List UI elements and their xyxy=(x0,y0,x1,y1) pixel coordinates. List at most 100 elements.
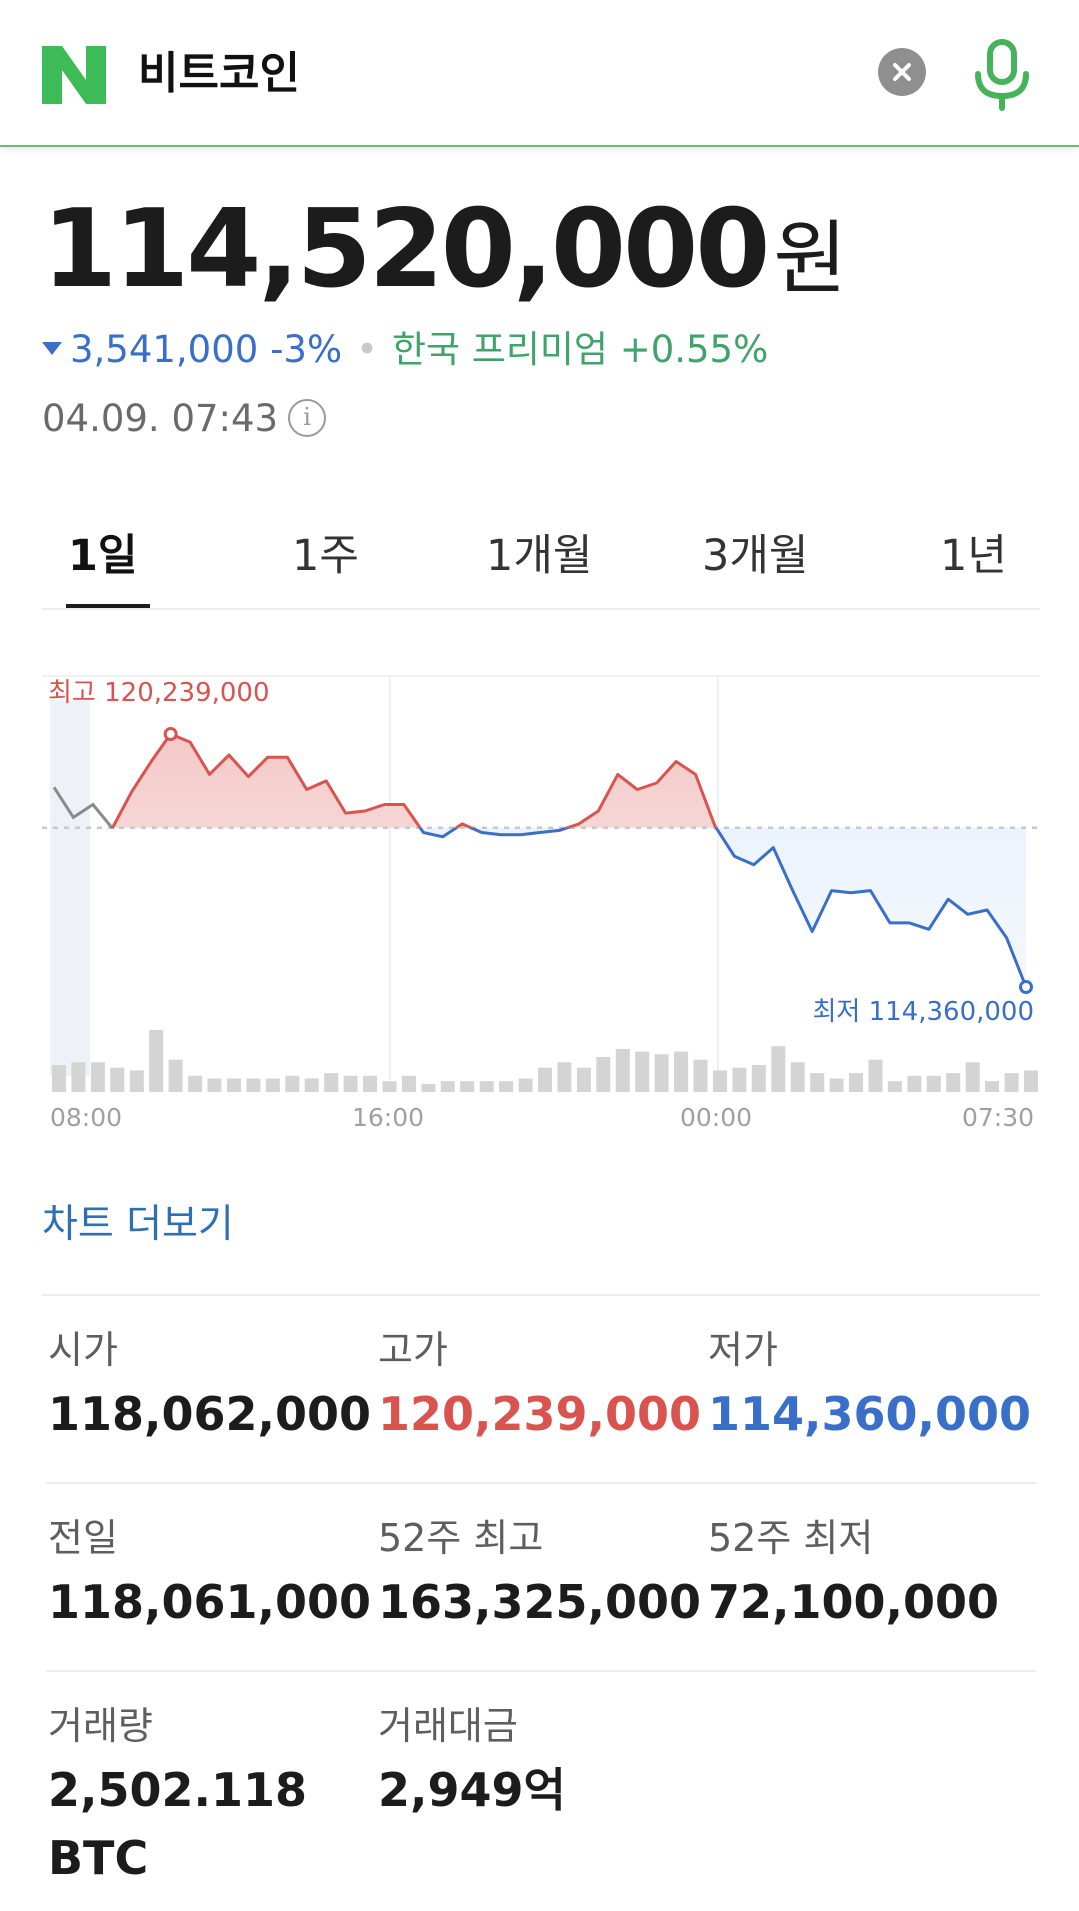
high-point-marker xyxy=(163,727,178,741)
price-change-row: 3,541,000 -3% • 한국 프리미엄 +0.55% xyxy=(42,328,768,372)
volume-bar xyxy=(693,1059,708,1092)
stat-low-value: 114,360,000 xyxy=(708,1387,1032,1441)
volume-bar xyxy=(732,1067,747,1092)
search-query-text[interactable]: 비트코인 xyxy=(138,48,300,99)
voice-search-button[interactable] xyxy=(970,36,1034,112)
info-icon[interactable]: i xyxy=(288,398,327,437)
stat-high-value: 120,239,000 xyxy=(378,1387,702,1441)
stat-low-label: 저가 xyxy=(708,1328,778,1372)
volume-bar xyxy=(149,1030,164,1092)
stat-turnover-label: 거래대금 xyxy=(378,1704,518,1748)
current-price: 114,520,000원 xyxy=(42,192,847,317)
stat-prev-close-value: 118,061,000 xyxy=(48,1575,372,1629)
price-unit: 원 xyxy=(773,212,847,305)
tab-3months[interactable]: 3개월 xyxy=(702,531,809,581)
volume-bar xyxy=(1004,1073,1019,1092)
premarket-line xyxy=(52,786,114,830)
price-change: 3,541,000 -3% xyxy=(70,328,343,371)
volume-bar xyxy=(635,1051,650,1092)
volume-bar xyxy=(557,1062,572,1092)
active-tab-indicator xyxy=(66,604,150,608)
tab-1year[interactable]: 1년 xyxy=(940,531,1007,581)
stat-prev-close-label: 전일 xyxy=(48,1516,118,1560)
volume-bar xyxy=(168,1059,183,1092)
area-below-reference xyxy=(112,827,1026,987)
korea-premium: 한국 프리미엄 +0.55% xyxy=(391,328,769,371)
volume-bar xyxy=(713,1070,727,1092)
volume-bar xyxy=(421,1083,436,1092)
price-line-above xyxy=(110,732,718,828)
high-label: 최고 120,239,000 xyxy=(48,678,270,708)
volume-bar xyxy=(1024,1070,1038,1092)
volume-bar xyxy=(324,1073,339,1092)
tab-1week[interactable]: 1주 xyxy=(292,531,359,581)
volume-bar xyxy=(751,1065,766,1092)
period-tabs: 1일 1주 1개월 3개월 1년 xyxy=(42,516,1040,610)
volume-bar xyxy=(946,1073,961,1092)
price-chart-svg: 최고 120,239,000 최저 114,360,000 08:00 16:00 00… xyxy=(42,675,1040,1132)
stats-divider xyxy=(46,1482,1036,1484)
clear-search-button[interactable] xyxy=(878,48,926,96)
stats-divider xyxy=(42,1294,1040,1296)
volume-bar xyxy=(265,1078,280,1092)
volume-bar xyxy=(790,1062,805,1092)
volume-bar xyxy=(576,1067,591,1092)
stat-volume-value: 2,502.118 xyxy=(48,1763,307,1817)
price-timestamp: 04.09. 07:43 xyxy=(42,397,279,440)
x-tick-label: 00:00 xyxy=(680,1103,752,1132)
x-tick-label: 08:00 xyxy=(50,1103,122,1132)
volume-bar xyxy=(52,1065,66,1092)
volume-bar xyxy=(90,1062,105,1092)
volume-bar xyxy=(868,1059,883,1092)
volume-bar xyxy=(382,1081,397,1092)
close-icon xyxy=(893,63,911,81)
volume-bar xyxy=(285,1075,300,1092)
volume-bar xyxy=(246,1078,261,1092)
separator-dot: • xyxy=(356,328,378,371)
premarket-band xyxy=(50,700,90,1076)
volume-bar xyxy=(849,1073,863,1092)
volume-bar xyxy=(499,1081,514,1092)
volume-bar xyxy=(596,1057,611,1092)
volume-bar xyxy=(227,1078,241,1092)
price-line-below xyxy=(111,827,1028,988)
more-chart-link[interactable]: 차트 더보기 xyxy=(42,1202,234,1247)
volume-bar xyxy=(829,1078,844,1092)
volume-bar xyxy=(188,1075,203,1092)
stat-turnover-value: 2,949억 xyxy=(378,1763,566,1817)
volume-bar xyxy=(71,1062,86,1092)
volume-bar xyxy=(401,1075,416,1092)
stat-52w-high-value: 163,325,000 xyxy=(378,1575,702,1629)
volume-bar xyxy=(615,1048,630,1092)
area-above-reference xyxy=(112,734,1026,828)
naver-logo-icon[interactable] xyxy=(42,46,106,104)
price-value: 114,520,000 xyxy=(42,187,770,312)
volume-bar xyxy=(887,1081,902,1092)
volume-bar xyxy=(440,1081,455,1092)
low-label: 최저 114,360,000 xyxy=(812,997,1034,1027)
volume-bar xyxy=(460,1081,475,1092)
stat-52w-low-label: 52주 최저 xyxy=(708,1516,874,1560)
x-tick-label: 07:30 xyxy=(962,1103,1034,1132)
stat-open-label: 시가 xyxy=(48,1328,118,1372)
volume-bar xyxy=(654,1054,669,1092)
volume-bar xyxy=(965,1062,980,1092)
tab-1day[interactable]: 1일 xyxy=(68,531,138,581)
stat-52w-high-label: 52주 최고 xyxy=(378,1516,544,1560)
down-arrow-icon xyxy=(42,342,62,355)
volume-bar xyxy=(479,1081,494,1092)
volume-bar xyxy=(926,1075,941,1092)
volume-bar xyxy=(985,1081,1000,1092)
price-chart[interactable]: 최고 120,239,000 최저 114,360,000 08:00 16:00 00… xyxy=(42,660,1040,1140)
stat-volume-unit: BTC xyxy=(48,1831,149,1885)
tab-1month[interactable]: 1개월 xyxy=(486,531,593,581)
volume-bar xyxy=(518,1078,533,1092)
volume-bar xyxy=(304,1078,319,1092)
volume-bar xyxy=(343,1075,358,1092)
x-tick-label: 16:00 xyxy=(352,1103,424,1132)
volume-bar xyxy=(810,1073,825,1092)
volume-bar xyxy=(674,1051,689,1092)
volume-bar xyxy=(129,1070,144,1092)
stats-divider xyxy=(46,1670,1036,1672)
stat-52w-low-value: 72,100,000 xyxy=(708,1575,1000,1629)
